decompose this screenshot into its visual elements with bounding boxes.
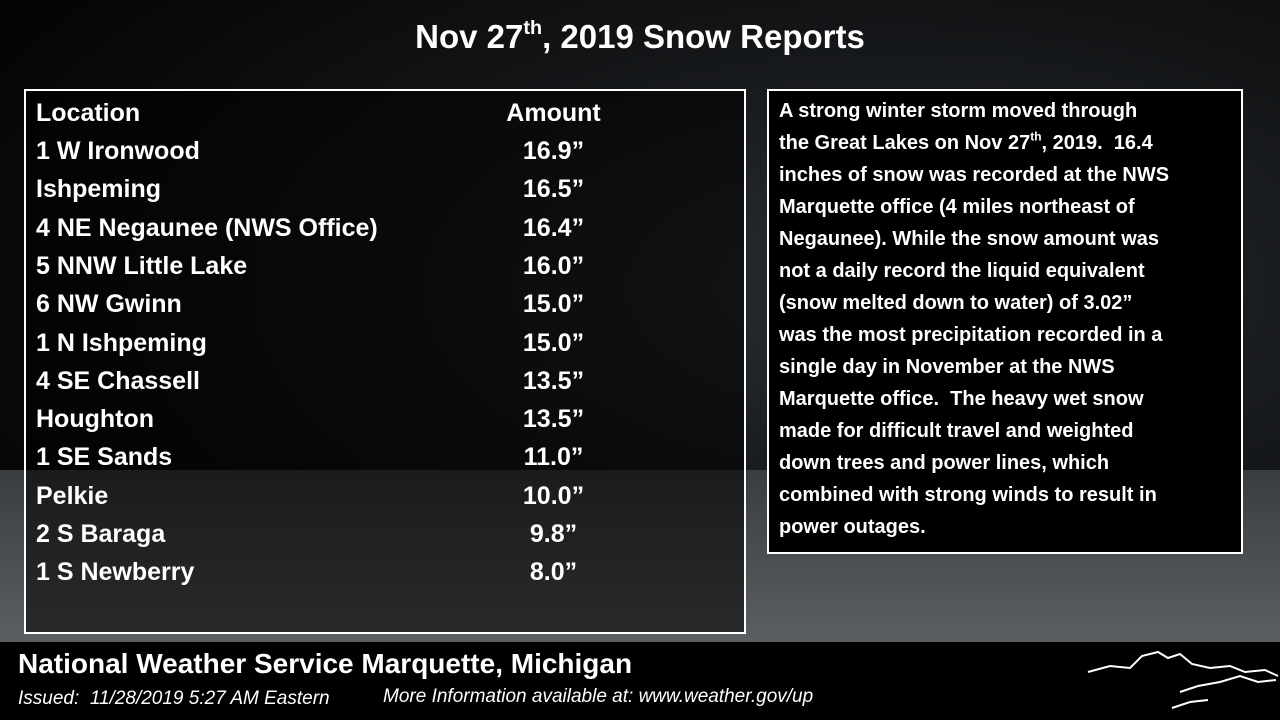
location: 2 S Baraga xyxy=(36,520,166,548)
table-header: Location Amount xyxy=(36,99,736,137)
location: Pelkie xyxy=(36,481,109,510)
lakes-outline xyxy=(1087,650,1279,709)
location: 1 W Ironwood xyxy=(36,137,200,165)
title-text: Nov 27 xyxy=(415,18,524,55)
table-row: 4 NE Negaunee (NWS Office) 16.4” xyxy=(36,214,736,252)
location: Houghton xyxy=(36,405,155,434)
amount: 15.0” xyxy=(522,290,585,319)
description: A strong winter storm moved through the G… xyxy=(767,89,1243,554)
text-line: Marquette office. The heavy wet snow xyxy=(779,388,1144,410)
amount: 9.8” xyxy=(529,520,578,548)
text-line: the Great Lakes on Nov 27th, 2019. 16.4 xyxy=(779,127,1153,159)
text-sup: th xyxy=(1030,129,1042,144)
location: 1 S Newberry xyxy=(36,558,195,587)
amount: 16.0” xyxy=(522,251,585,280)
text-line: made for difficult travel and weighted xyxy=(779,420,1134,442)
table-row: Pelkie 10.0” xyxy=(36,482,736,520)
outline xyxy=(1087,650,1279,709)
amount: 10.0” xyxy=(522,481,585,510)
text-line: A strong winter storm moved through xyxy=(779,100,1138,122)
text-line: down trees and power lines, which xyxy=(779,452,1110,474)
amount: 15.0” xyxy=(522,328,585,357)
text: , 2019. 16.4 xyxy=(1041,132,1153,154)
location: 6 NW Gwinn xyxy=(36,290,182,319)
office-name: National Weather Service Marquette, Mich… xyxy=(18,648,633,679)
amount: 11.0” xyxy=(523,443,584,472)
title: Nov 27th, 2019 Snow Reports xyxy=(0,18,1280,56)
issued: Issued: 11/28/2019 5:27 AM Eastern xyxy=(18,688,330,709)
table-row: 1 W Ironwood 16.9” xyxy=(36,137,736,175)
title-text: , 2019 Snow Reports xyxy=(542,18,865,55)
amount: 13.5” xyxy=(522,405,585,434)
table: Location Amount 1 W Ironwood 16.9” Ishpeming… xyxy=(24,89,746,634)
table-row: 1 SE Sands 11.0” xyxy=(36,443,736,481)
text-line: power outages. xyxy=(779,516,926,538)
location: 5 NNW Little Lake xyxy=(36,251,248,280)
text-line: was the most precipitation recorded in a xyxy=(779,324,1163,346)
text-line: not a daily record the liquid equivalent xyxy=(779,260,1145,282)
location: 4 NE Negaunee (NWS Office) xyxy=(36,213,378,242)
location: 1 SE Sands xyxy=(36,443,173,472)
table-row: 5 NNW Little Lake 16.0” xyxy=(36,252,736,290)
location: 4 SE Chassell xyxy=(36,366,200,395)
amount: 16.5” xyxy=(522,175,585,204)
table-row: 1 N Ishpeming 15.0” xyxy=(36,329,736,367)
text-line: Negaunee). While the snow amount was xyxy=(779,228,1160,250)
amount: 8.0” xyxy=(529,558,578,587)
text: the Great Lakes on Nov 27 xyxy=(779,132,1031,154)
text-line: (snow melted down to water) of 3.02” xyxy=(779,292,1133,314)
location: Ishpeming xyxy=(36,175,162,204)
text-line: single day in November at the NWS xyxy=(779,356,1115,378)
footer: National Weather Service Marquette, Mich… xyxy=(0,642,1280,720)
table-row: 6 NW Gwinn 15.0” xyxy=(36,290,736,328)
amount: 13.5” xyxy=(522,366,585,395)
table-row: Ishpeming 16.5” xyxy=(36,175,736,213)
amount: 16.4” xyxy=(522,213,585,242)
text-line: combined with strong winds to result in xyxy=(779,484,1157,506)
location: 1 N Ishpeming xyxy=(36,328,207,357)
amount: 16.9” xyxy=(522,137,585,165)
title-sup: th xyxy=(523,17,543,40)
table-row: 1 S Newberry 8.0” xyxy=(36,558,736,596)
more-info: More Information available at: www.weath… xyxy=(383,686,814,707)
table-row: 2 S Baraga 9.8” xyxy=(36,520,736,558)
column-header: Amount xyxy=(506,99,601,127)
table-row: Houghton 13.5” xyxy=(36,405,736,443)
table-row: 4 SE Chassell 13.5” xyxy=(36,367,736,405)
text-line: inches of snow was recorded at the NWS xyxy=(779,164,1170,186)
column-header: Location xyxy=(36,99,141,127)
text-line: Marquette office (4 miles northeast of xyxy=(779,196,1135,218)
